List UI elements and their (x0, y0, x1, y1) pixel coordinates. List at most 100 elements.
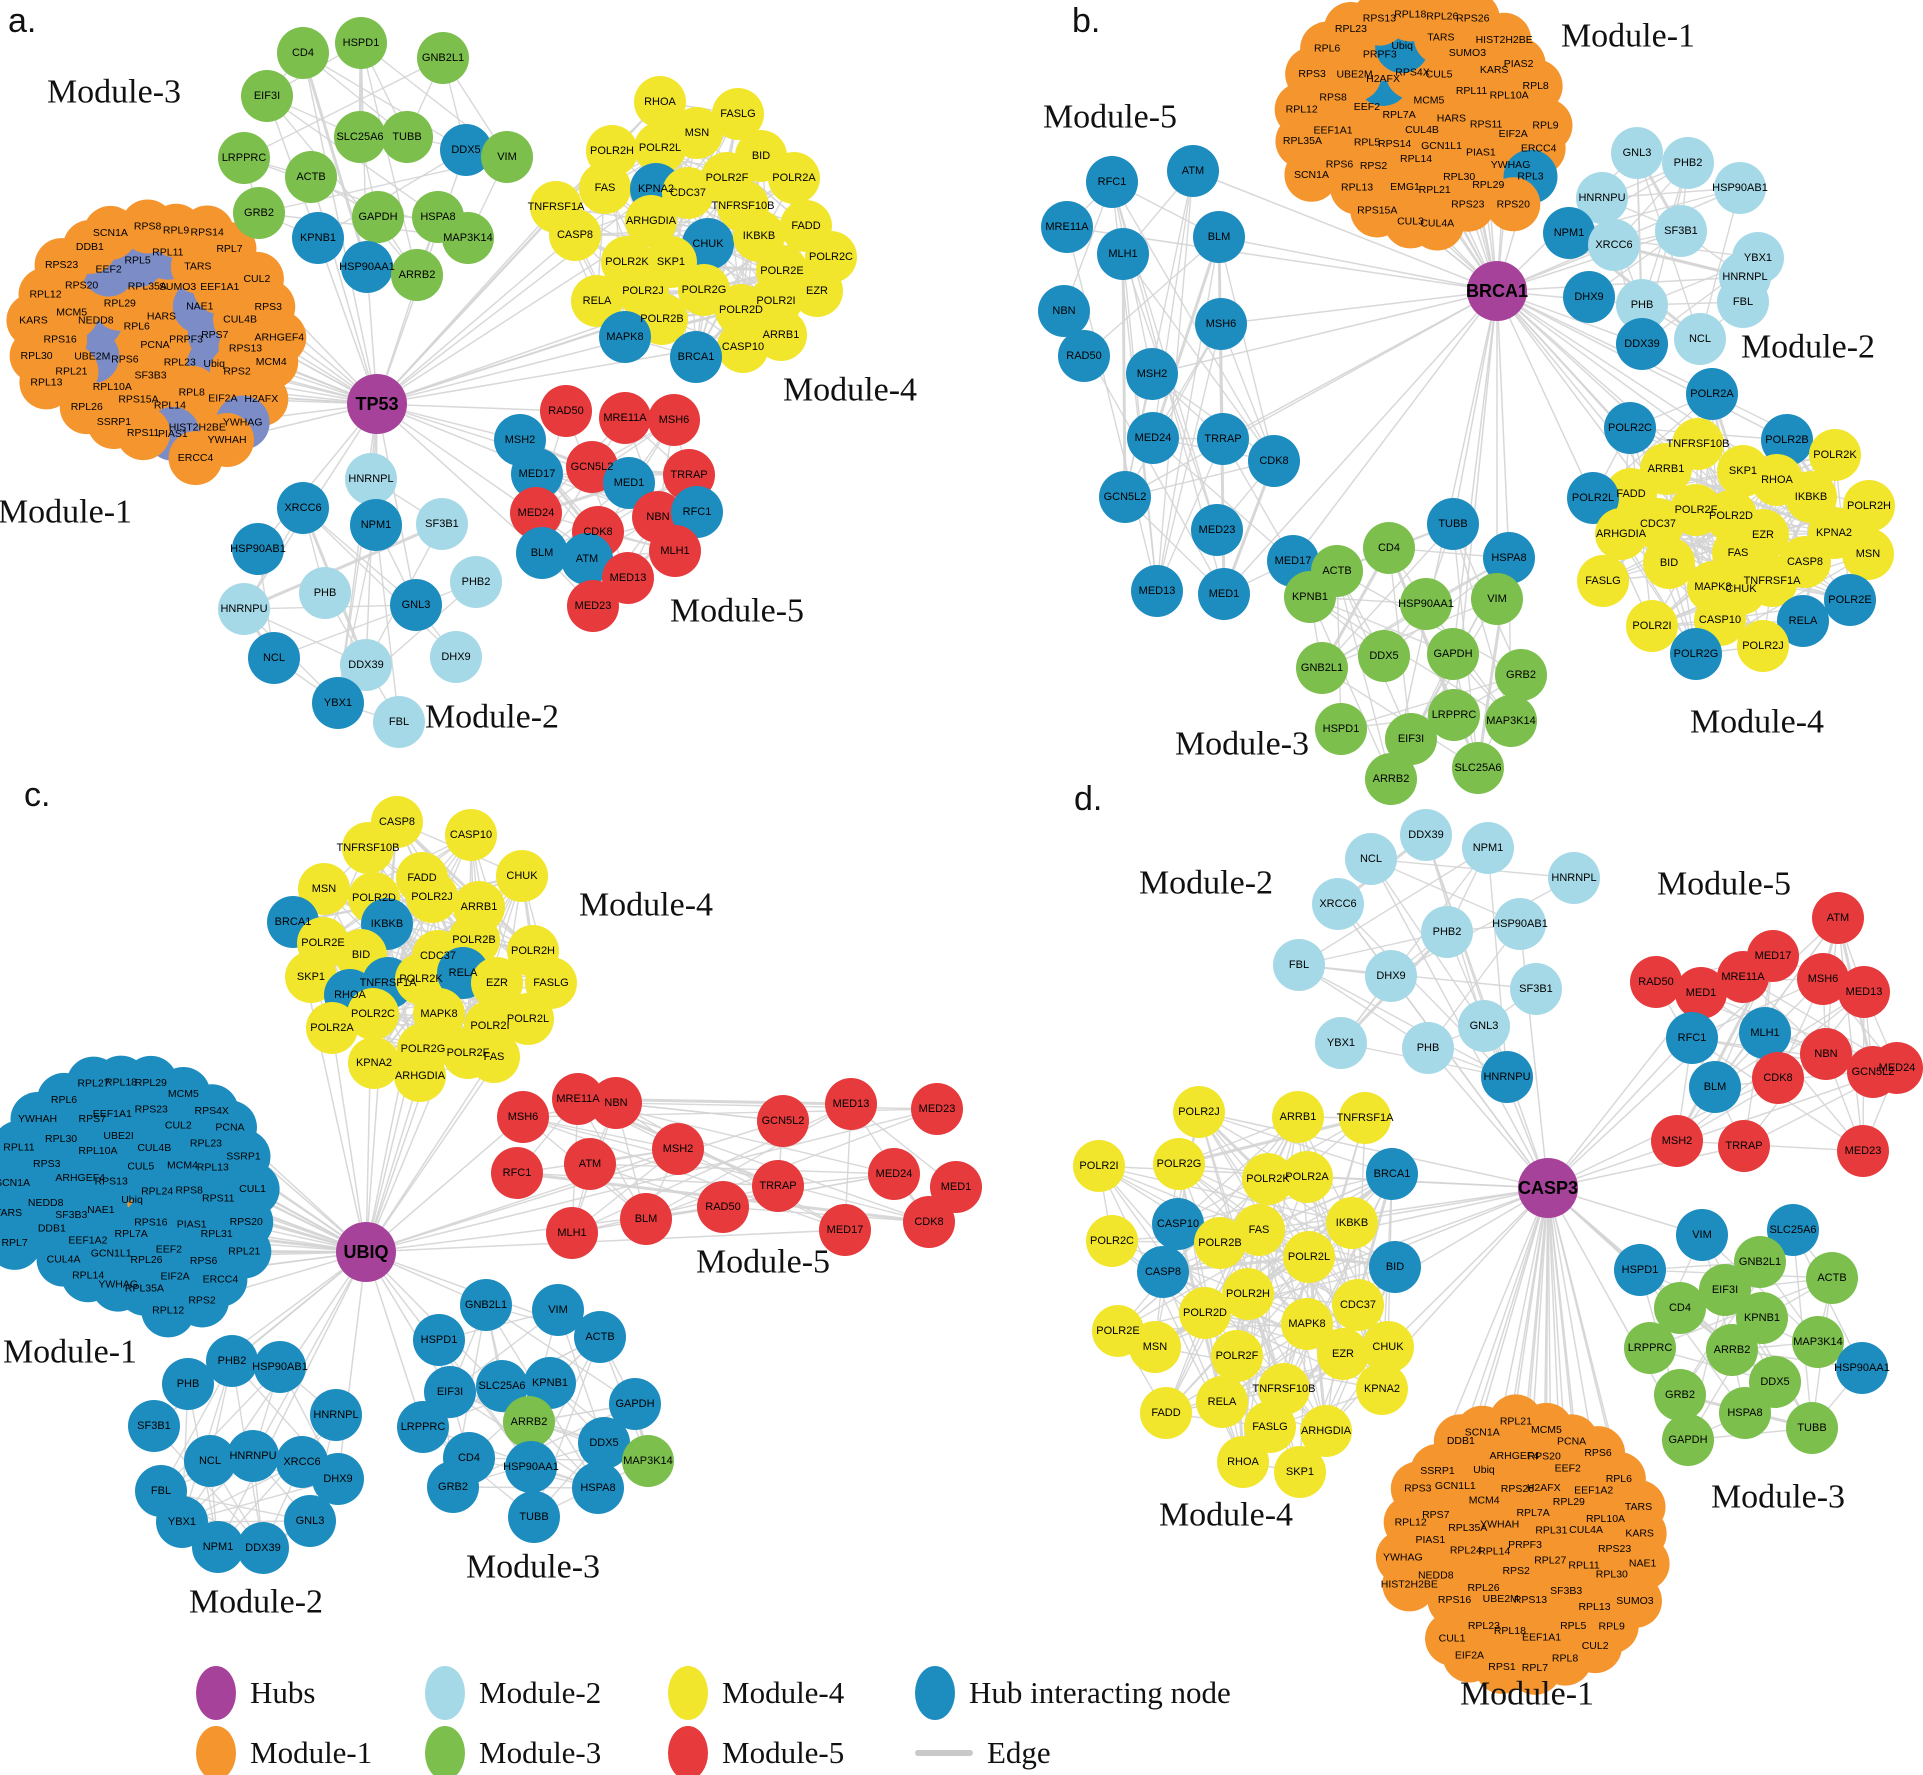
svg-text:GAPDH: GAPDH (1433, 648, 1472, 660)
svg-text:HSPD1: HSPD1 (343, 37, 380, 49)
svg-text:RPS2: RPS2 (188, 1294, 216, 1306)
svg-text:RPS7: RPS7 (1422, 1509, 1450, 1521)
svg-text:H2AFX: H2AFX (1527, 1482, 1561, 1494)
svg-text:MSH6: MSH6 (659, 414, 690, 426)
svg-text:DDX5: DDX5 (451, 144, 480, 156)
gene-node-ARRB2 (503, 1396, 555, 1448)
gene-node-NPM1 (192, 1521, 244, 1573)
svg-text:SF3B3: SF3B3 (1550, 1585, 1582, 1597)
svg-text:MED17: MED17 (1275, 555, 1312, 567)
svg-text:GAPDH: GAPDH (615, 1398, 654, 1410)
svg-text:RPS16: RPS16 (1438, 1594, 1471, 1606)
gene-node-MSH6 (1797, 953, 1849, 1005)
gene-node-POLR2J (406, 871, 458, 923)
gene-node-YBX1 (1315, 1017, 1367, 1069)
svg-text:VIM: VIM (1692, 1229, 1712, 1241)
svg-text:TNFRSF10B: TNFRSF10B (712, 200, 775, 212)
svg-text:H2AFX: H2AFX (244, 393, 278, 405)
gene-node-MLH1 (649, 525, 701, 577)
gene-node-CD4 (1363, 522, 1415, 574)
svg-text:H2AFX: H2AFX (1366, 73, 1400, 85)
gene-node-EIF3I (241, 70, 293, 122)
gene-node-MED24 (868, 1148, 920, 1200)
svg-text:POLR2E: POLR2E (1096, 1325, 1139, 1337)
svg-text:SF3B3: SF3B3 (55, 1209, 87, 1221)
svg-text:HIST2H2BE: HIST2H2BE (1476, 34, 1533, 46)
svg-text:KPNA2: KPNA2 (638, 183, 674, 195)
gene-node-MED13 (1838, 966, 1890, 1018)
svg-text:POLR2A: POLR2A (1285, 1171, 1329, 1183)
svg-text:RPL10A: RPL10A (93, 381, 132, 393)
svg-text:EEF2: EEF2 (95, 264, 121, 276)
gene-node-POLR2B (1194, 1217, 1246, 1269)
svg-text:EEF1A1: EEF1A1 (93, 1108, 132, 1120)
svg-text:RPL6: RPL6 (124, 321, 150, 333)
svg-text:MED23: MED23 (1199, 524, 1236, 536)
legend-swatch-edge (915, 1750, 973, 1756)
svg-text:KPNB1: KPNB1 (1292, 591, 1328, 603)
gene-node-POLR2C (347, 988, 399, 1040)
svg-text:Ubiq: Ubiq (1473, 1464, 1495, 1476)
svg-text:RELA: RELA (583, 295, 612, 307)
svg-text:RPL10A: RPL10A (1586, 1513, 1625, 1525)
gene-node-GCN5L2 (1099, 471, 1151, 523)
gene-node-DDX39 (237, 1522, 289, 1574)
svg-text:TARS: TARS (1625, 1501, 1652, 1513)
svg-text:YBX1: YBX1 (324, 697, 352, 709)
svg-text:HIST2H2BE: HIST2H2BE (1381, 1578, 1438, 1590)
svg-text:RPL26: RPL26 (71, 401, 103, 413)
svg-text:HSP90AA1: HSP90AA1 (1834, 1362, 1890, 1374)
svg-text:RPS3: RPS3 (33, 1158, 61, 1170)
module-label: Module-3 (47, 74, 181, 111)
svg-text:RPS11: RPS11 (127, 427, 160, 439)
legend-item-module-4: Module-4 (668, 1664, 844, 1722)
svg-text:TUBB: TUBB (519, 1511, 548, 1523)
svg-text:NCL: NCL (1360, 853, 1382, 865)
gene-node-POLR2C (1086, 1215, 1138, 1267)
legend-label: Hubs (250, 1675, 316, 1710)
legend-label: Module-4 (722, 1675, 845, 1710)
gene-node-FBL (1717, 276, 1769, 328)
svg-text:RPS14: RPS14 (191, 227, 224, 239)
svg-text:UBE2M: UBE2M (74, 350, 110, 362)
svg-text:MCM4: MCM4 (1469, 1495, 1500, 1507)
gene-node-GAPDH (609, 1378, 661, 1430)
module-label: Module-1 (1460, 1676, 1594, 1713)
svg-text:RPS13: RPS13 (1514, 1594, 1547, 1606)
svg-text:MAPK8: MAPK8 (420, 1008, 457, 1020)
gene-node-HSP90AB1 (254, 1341, 306, 1393)
svg-text:ARRB2: ARRB2 (1373, 773, 1410, 785)
svg-text:POLR2B: POLR2B (1765, 434, 1808, 446)
svg-text:POLR2B: POLR2B (452, 934, 495, 946)
gene-node-EIF3I (424, 1366, 476, 1418)
svg-text:FBL: FBL (1733, 296, 1753, 308)
gene-node-PHB (1402, 1022, 1454, 1074)
svg-text:PIAS1: PIAS1 (177, 1219, 207, 1231)
svg-text:RHOA: RHOA (644, 96, 676, 108)
gene-node-FASLG (1577, 555, 1629, 607)
svg-text:POLR2B: POLR2B (1198, 1237, 1241, 1249)
svg-text:YWHAG: YWHAG (1383, 1551, 1423, 1563)
svg-text:RPL9: RPL9 (1599, 1620, 1625, 1632)
svg-text:SKP1: SKP1 (1729, 465, 1757, 477)
svg-text:RPL14: RPL14 (1400, 153, 1432, 165)
svg-text:SSRP1: SSRP1 (97, 416, 132, 428)
svg-text:RPL13: RPL13 (1341, 182, 1373, 194)
module-label: Module-3 (1711, 1479, 1845, 1516)
svg-text:MSH6: MSH6 (508, 1111, 539, 1123)
legend-swatch-module-2 (425, 1666, 465, 1720)
gene-node-CD4 (277, 27, 329, 79)
svg-text:ACTB: ACTB (1322, 565, 1351, 577)
module-label: Module-4 (783, 372, 917, 409)
svg-text:DDX39: DDX39 (1624, 338, 1659, 350)
svg-text:HSPD1: HSPD1 (1622, 1264, 1659, 1276)
svg-text:KPNA2: KPNA2 (1816, 527, 1852, 539)
svg-text:CASP10: CASP10 (1699, 614, 1741, 626)
svg-text:CDC37: CDC37 (670, 187, 706, 199)
gene-node-DDX39 (1400, 809, 1452, 861)
svg-text:EEF2: EEF2 (1555, 1462, 1581, 1474)
gene-node-NPM1 (1462, 822, 1514, 874)
svg-text:RPL24: RPL24 (1450, 1545, 1482, 1557)
gene-node-MRE11A (599, 392, 651, 444)
svg-text:CDC37: CDC37 (1640, 518, 1676, 530)
